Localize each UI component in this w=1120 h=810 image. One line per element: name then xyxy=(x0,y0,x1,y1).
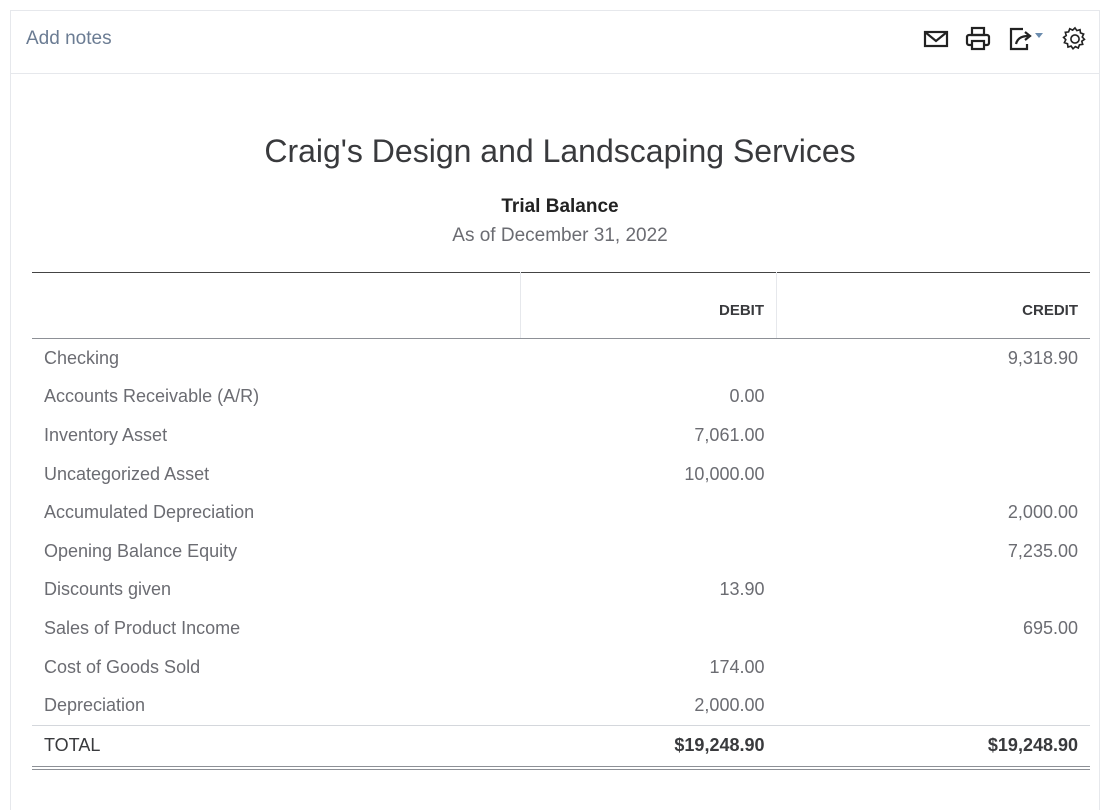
table-row[interactable]: Sales of Product Income 695.00 xyxy=(32,609,1090,648)
credit-amount[interactable]: 695.00 xyxy=(1022,617,1078,638)
total-row: TOTAL $19,248.90 $19,248.90 xyxy=(32,724,1090,770)
credit-amount[interactable]: 9,318.90 xyxy=(1007,347,1078,368)
debit-amount[interactable] xyxy=(521,493,777,532)
account-name[interactable]: Sales of Product Income xyxy=(44,617,241,638)
report-date: As of December 31, 2022 xyxy=(452,225,668,246)
account-name[interactable]: Uncategorized Asset xyxy=(44,463,210,484)
debit-amount[interactable]: 13.90 xyxy=(719,579,765,600)
table-header-row: DEBIT CREDIT xyxy=(32,272,1090,339)
credit-amount[interactable] xyxy=(777,416,1091,455)
total-credit: $19,248.90 xyxy=(776,724,1090,770)
print-icon[interactable] xyxy=(965,26,991,52)
table-row[interactable]: Uncategorized Asset 10,000.00 xyxy=(32,455,1090,494)
table-row[interactable]: Cost of Goods Sold 174.00 xyxy=(32,648,1090,687)
settings-icon[interactable] xyxy=(1061,25,1089,53)
account-name[interactable]: Cost of Goods Sold xyxy=(44,656,201,677)
table-row[interactable]: Depreciation 2,000.00 xyxy=(32,686,1090,725)
debit-amount[interactable]: 7,061.00 xyxy=(694,424,765,445)
credit-amount[interactable] xyxy=(777,455,1091,494)
account-name[interactable]: Accumulated Depreciation xyxy=(44,502,255,523)
credit-amount[interactable] xyxy=(777,378,1091,417)
report-title: Trial Balance xyxy=(501,196,619,217)
table-row[interactable]: Discounts given 13.90 xyxy=(32,571,1090,610)
credit-amount[interactable] xyxy=(777,648,1091,687)
account-name[interactable]: Inventory Asset xyxy=(44,424,168,445)
credit-amount[interactable] xyxy=(777,571,1091,610)
trial-balance-table: DEBIT CREDIT Checking 9,318.90 Accounts … xyxy=(32,272,1090,770)
debit-amount[interactable]: 10,000.00 xyxy=(684,463,765,484)
debit-amount[interactable] xyxy=(521,339,777,378)
account-name[interactable]: Opening Balance Equity xyxy=(44,540,238,561)
column-header-account[interactable] xyxy=(32,272,521,339)
credit-amount[interactable]: 7,235.00 xyxy=(1007,540,1078,561)
mail-icon[interactable] xyxy=(923,29,949,49)
column-header-debit[interactable]: DEBIT xyxy=(520,272,777,339)
add-notes-link[interactable]: Add notes xyxy=(26,28,112,49)
table-row[interactable]: Inventory Asset 7,061.00 xyxy=(32,416,1090,455)
column-header-credit[interactable]: CREDIT xyxy=(776,272,1090,339)
total-label: TOTAL xyxy=(32,724,521,770)
debit-amount[interactable]: 174.00 xyxy=(709,656,765,677)
account-name[interactable]: Checking xyxy=(44,347,120,368)
report-toolbar: Add notes xyxy=(11,11,1099,74)
company-name: Craig's Design and Landscaping Services xyxy=(264,133,856,169)
credit-amount[interactable]: 2,000.00 xyxy=(1007,502,1078,523)
table-row[interactable]: Checking 9,318.90 xyxy=(32,339,1090,378)
table-row[interactable]: Accumulated Depreciation 2,000.00 xyxy=(32,493,1090,532)
account-name[interactable]: Discounts given xyxy=(44,579,172,600)
table-row[interactable]: Opening Balance Equity 7,235.00 xyxy=(32,532,1090,571)
table-row[interactable]: Accounts Receivable (A/R) 0.00 xyxy=(32,378,1090,417)
export-icon[interactable] xyxy=(1007,26,1045,52)
debit-amount[interactable] xyxy=(521,532,777,571)
total-debit: $19,248.90 xyxy=(520,724,777,770)
credit-amount[interactable] xyxy=(777,686,1091,725)
debit-amount[interactable]: 2,000.00 xyxy=(694,695,765,716)
debit-amount[interactable] xyxy=(521,609,777,648)
account-name[interactable]: Accounts Receivable (A/R) xyxy=(44,386,260,407)
report-card: Add notes xyxy=(10,10,1100,810)
account-name[interactable]: Depreciation xyxy=(44,695,146,716)
debit-amount[interactable]: 0.00 xyxy=(729,386,765,407)
